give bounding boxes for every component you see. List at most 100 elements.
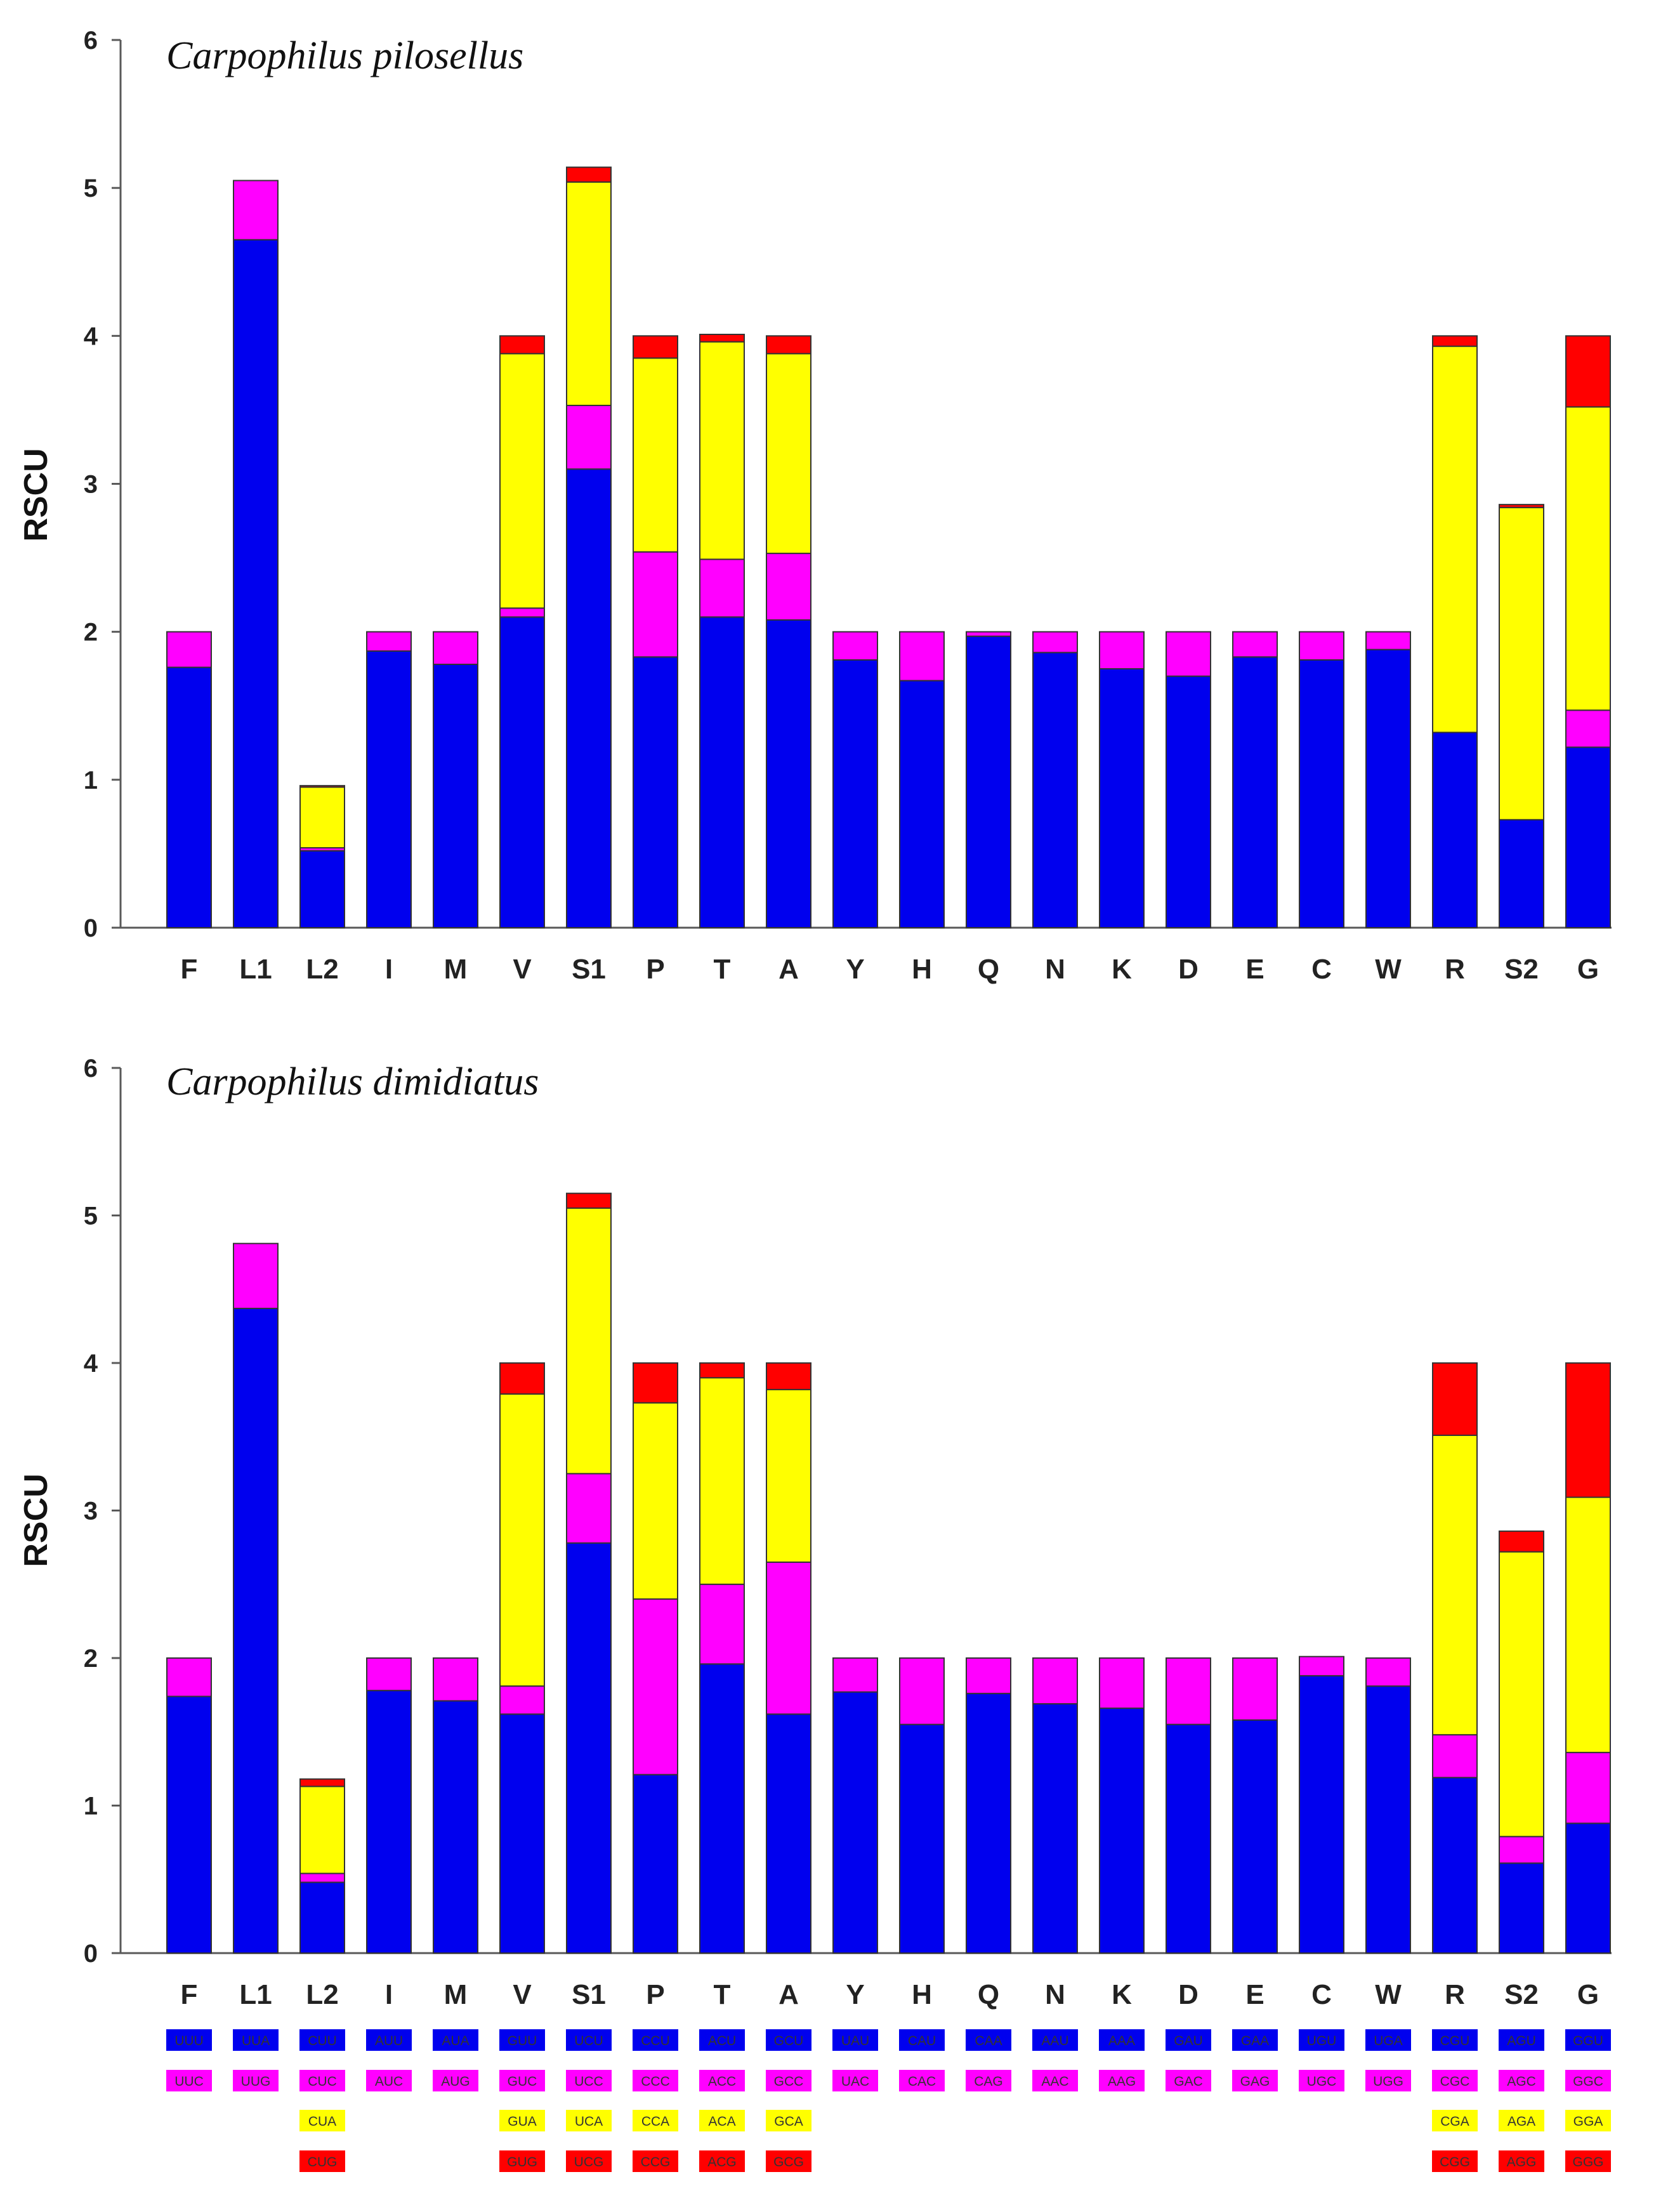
bar-v-codon-1	[499, 616, 545, 928]
codon-swatch	[1432, 2150, 1478, 2172]
codon-label: ACC	[708, 2074, 736, 2089]
y-axis-title: RSCU	[18, 1473, 55, 1567]
bar-g-codon-2	[1565, 709, 1611, 748]
x-tick-label: L2	[306, 954, 338, 985]
codon-swatch	[699, 2150, 745, 2172]
codon-label: UGC	[1307, 2074, 1337, 2089]
bar-p-codon-2	[633, 551, 678, 658]
codon-swatch	[633, 2150, 678, 2172]
codon-label: GAC	[1174, 2074, 1203, 2089]
codon-swatch	[899, 2070, 945, 2091]
bar-t-codon-4	[699, 1362, 745, 1379]
bar-s2-codon-1	[1499, 1862, 1544, 1954]
x-tick-label: S1	[572, 1979, 606, 2010]
y-tick-label: 0	[84, 1940, 98, 1968]
x-tick-label: V	[513, 1979, 532, 2010]
bar-a-codon-1	[766, 619, 811, 928]
bar-l2-codon-3	[299, 786, 345, 849]
codon-swatch	[832, 2029, 878, 2051]
codon-swatch	[699, 2070, 745, 2091]
bar-f-codon-2	[166, 631, 212, 668]
bar-s2-codon-4	[1499, 504, 1544, 508]
x-tick-label: V	[513, 954, 532, 985]
x-tick-label: P	[646, 954, 664, 985]
x-tick-label: E	[1245, 1979, 1264, 2010]
x-tick-label: S2	[1504, 954, 1539, 985]
codon-label: UCG	[574, 2155, 604, 2169]
bar-t-codon-1	[699, 1663, 745, 1954]
codon-label: CAC	[908, 2074, 936, 2089]
codon-label: CCG	[641, 2155, 671, 2169]
bar-h-codon-1	[899, 680, 945, 929]
codon-legend: UUU UUA CUU AUU AUA GUU UCU CCU ACU GCU UAU CAU CAA A…	[166, 2029, 1611, 2172]
bar-l2-codon-1	[299, 850, 345, 928]
codon-label: GUC	[508, 2074, 537, 2089]
bar-w-codon-1	[1365, 648, 1411, 928]
bar-y-codon-1	[832, 659, 878, 929]
bar-a-codon-2	[766, 553, 811, 621]
bar-h-codon-2	[899, 631, 945, 681]
codon-swatch	[566, 2070, 612, 2091]
bar-s2-codon-4	[1499, 1531, 1544, 1553]
codon-swatch	[633, 2110, 678, 2131]
bar-y-codon-2	[832, 1657, 878, 1693]
bar-n-codon-2	[1032, 631, 1078, 654]
codon-label: GAG	[1240, 2074, 1270, 2089]
codon-swatch	[1565, 2150, 1611, 2172]
codon-label: GUG	[507, 2155, 537, 2169]
y-tick-label: 1	[84, 767, 98, 794]
bar-w-codon-1	[1365, 1685, 1411, 1954]
bar-f-codon-1	[166, 1695, 212, 1954]
x-tick-label: Y	[846, 1979, 864, 2010]
codon-swatch	[1032, 2070, 1078, 2091]
codon-label: CUU	[308, 2034, 337, 2048]
codon-label: UCA	[575, 2114, 603, 2129]
codon-label: AAU	[1041, 2034, 1068, 2048]
y-tick-label: 3	[84, 1498, 98, 1525]
codon-swatch	[1565, 2070, 1611, 2091]
y-tick-label: 6	[84, 27, 98, 55]
codon-swatch	[766, 2070, 811, 2091]
x-tick-label: N	[1045, 954, 1065, 985]
codon-swatch	[233, 2029, 279, 2051]
codon-swatch	[1432, 2110, 1478, 2131]
codon-label: UUC	[174, 2074, 204, 2089]
bar-l2-codon-4	[299, 1778, 345, 1787]
codon-swatch	[1499, 2029, 1544, 2051]
codon-swatch	[766, 2110, 811, 2131]
codon-label: UAC	[841, 2074, 869, 2089]
codon-label: CGG	[1440, 2155, 1470, 2169]
bar-s2-codon-2	[1499, 1836, 1544, 1864]
codon-swatch	[1432, 2070, 1478, 2091]
bar-t-codon-2	[699, 558, 745, 618]
codon-swatch	[366, 2029, 412, 2051]
y-tick-label: 2	[84, 1645, 98, 1673]
codon-swatch	[499, 2070, 545, 2091]
bar-s1-codon-3	[566, 1207, 612, 1475]
codon-label: AAA	[1108, 2034, 1135, 2048]
codon-swatch	[1299, 2029, 1344, 2051]
codon-label: UUU	[174, 2034, 204, 2048]
bar-e-codon-1	[1232, 1719, 1278, 1954]
codon-label: GAA	[1241, 2034, 1269, 2048]
codon-swatch	[299, 2110, 345, 2131]
bar-l1-codon-2	[233, 180, 279, 240]
bar-v-codon-3	[499, 353, 545, 609]
chart-pilosellus: Carpophilus pilosellus RSCU 0 1 2 3 4 5 6 F L1 L2…	[18, 27, 1612, 985]
codon-swatch	[1099, 2070, 1145, 2091]
codon-label: UUG	[241, 2074, 271, 2089]
bar-c-codon-2	[1299, 631, 1344, 661]
y-tick-label: 1	[84, 1793, 98, 1820]
bar-s2-codon-1	[1499, 819, 1544, 928]
bar-t-codon-3	[699, 341, 745, 560]
bar-d-codon-1	[1166, 1723, 1211, 1954]
bar-g-codon-4	[1565, 335, 1611, 408]
bar-p-codon-4	[633, 1362, 678, 1404]
x-tick-label: L2	[306, 1979, 338, 2010]
bar-i-codon-1	[366, 1690, 412, 1954]
codon-swatch	[299, 2029, 345, 2051]
x-tick-label: G	[1577, 954, 1599, 985]
codon-swatch	[499, 2110, 545, 2131]
codon-label: AGC	[1507, 2074, 1536, 2089]
x-tick-label: M	[444, 1979, 468, 2010]
